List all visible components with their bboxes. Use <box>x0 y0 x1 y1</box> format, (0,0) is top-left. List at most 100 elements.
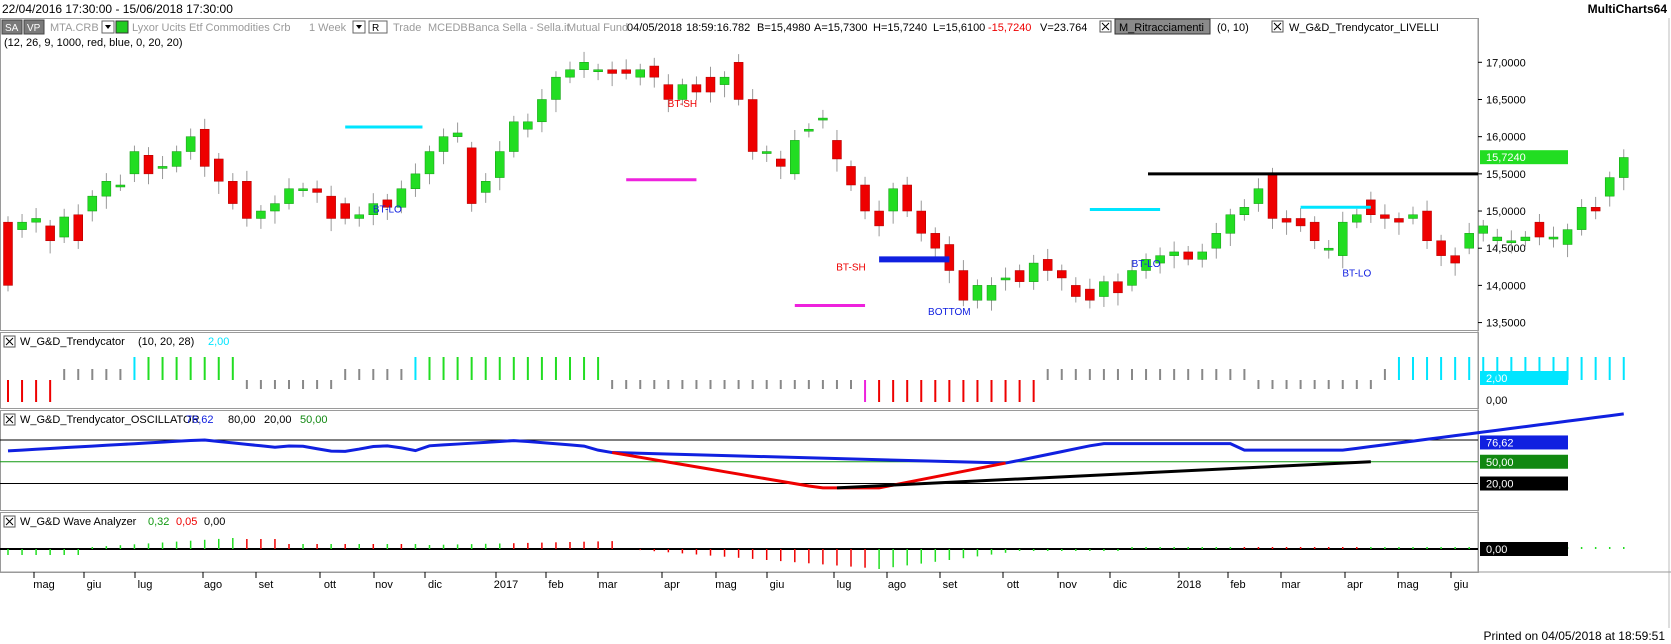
candle[interactable] <box>1028 262 1039 282</box>
candle[interactable] <box>1127 270 1137 286</box>
candle[interactable] <box>1548 236 1559 240</box>
candle[interactable] <box>747 99 758 152</box>
candle[interactable] <box>1394 218 1404 223</box>
candle[interactable] <box>663 84 674 100</box>
candle[interactable] <box>1071 285 1081 297</box>
candle[interactable] <box>59 216 69 238</box>
candle[interactable] <box>776 158 786 167</box>
candle[interactable] <box>410 173 421 189</box>
candle[interactable] <box>1141 259 1151 271</box>
candle[interactable] <box>1604 177 1615 197</box>
candle[interactable] <box>466 147 477 204</box>
candle[interactable] <box>354 214 364 219</box>
candle[interactable] <box>1534 221 1545 238</box>
candle[interactable] <box>677 84 688 100</box>
candle[interactable] <box>1099 281 1109 297</box>
candle[interactable] <box>1436 240 1446 256</box>
vp-button[interactable] <box>23 19 45 35</box>
candle[interactable] <box>87 195 98 212</box>
candle[interactable] <box>1619 157 1629 178</box>
candle[interactable] <box>1085 288 1095 301</box>
candle[interactable] <box>635 69 645 78</box>
candle[interactable] <box>565 69 575 78</box>
candle[interactable] <box>31 218 41 223</box>
candle[interactable] <box>1113 281 1123 294</box>
candle[interactable] <box>691 84 702 93</box>
candle[interactable] <box>790 140 800 175</box>
candle[interactable] <box>1590 207 1601 212</box>
candle[interactable] <box>1422 210 1432 242</box>
candle[interactable] <box>115 184 126 188</box>
candle[interactable] <box>1239 207 1250 215</box>
candle[interactable] <box>1492 236 1503 242</box>
candle[interactable] <box>228 181 238 204</box>
candle[interactable] <box>73 214 83 242</box>
candle[interactable] <box>242 181 252 219</box>
candle[interactable] <box>916 210 926 234</box>
candle[interactable] <box>972 285 983 301</box>
candle[interactable] <box>986 285 997 301</box>
candle[interactable] <box>312 188 322 193</box>
candle[interactable] <box>761 151 772 154</box>
candle[interactable] <box>846 166 856 186</box>
candle[interactable] <box>1057 270 1067 279</box>
candle[interactable] <box>1014 270 1025 282</box>
candle[interactable] <box>888 188 898 212</box>
candle[interactable] <box>523 121 533 130</box>
candle[interactable] <box>256 210 266 219</box>
candle[interactable] <box>719 76 730 85</box>
candle[interactable] <box>832 140 842 160</box>
candle[interactable] <box>649 65 660 78</box>
candle[interactable] <box>157 166 168 169</box>
candle[interactable] <box>551 76 561 100</box>
candle[interactable] <box>593 69 603 72</box>
candle[interactable] <box>1295 218 1306 227</box>
color-swatch[interactable] <box>115 20 129 34</box>
candle[interactable] <box>480 181 491 193</box>
candle[interactable] <box>143 155 154 175</box>
chart-canvas[interactable]: SA VP MTA.CRB Lyxor Ucits Etf Commodities C… <box>0 0 1671 628</box>
candle[interactable] <box>1042 259 1053 271</box>
candle[interactable] <box>1338 221 1348 256</box>
candle[interactable] <box>818 117 828 121</box>
candle[interactable] <box>368 203 379 215</box>
candle[interactable] <box>1380 214 1390 219</box>
candle[interactable] <box>1323 247 1334 251</box>
candle[interactable] <box>579 62 589 70</box>
candle[interactable] <box>1225 214 1236 234</box>
candle[interactable] <box>1408 214 1418 219</box>
candle[interactable] <box>396 188 407 208</box>
candle[interactable] <box>1267 173 1278 219</box>
candle[interactable] <box>17 221 27 230</box>
candle[interactable] <box>438 136 449 152</box>
candle[interactable] <box>1281 218 1292 223</box>
sa-button[interactable] <box>1 19 23 35</box>
candle[interactable] <box>1520 236 1531 242</box>
candle[interactable] <box>298 188 308 191</box>
candle[interactable] <box>452 132 463 137</box>
candle[interactable] <box>874 210 884 227</box>
candle[interactable] <box>930 233 941 249</box>
candle[interactable] <box>1478 225 1488 234</box>
candle[interactable] <box>171 151 182 167</box>
candle[interactable] <box>214 158 224 182</box>
candle[interactable] <box>1183 251 1193 260</box>
candle[interactable] <box>1253 188 1264 204</box>
candle[interactable] <box>705 76 716 93</box>
candle[interactable] <box>733 62 744 100</box>
candle[interactable] <box>1352 214 1362 223</box>
candle[interactable] <box>1197 251 1207 260</box>
candle[interactable] <box>607 69 617 74</box>
candle[interactable] <box>3 221 13 286</box>
candle[interactable] <box>1211 233 1222 249</box>
candle[interactable] <box>101 181 112 197</box>
candle[interactable] <box>1450 255 1460 264</box>
candle[interactable] <box>326 195 336 219</box>
candle[interactable] <box>804 128 814 132</box>
candle[interactable] <box>424 151 435 175</box>
candle[interactable] <box>1169 251 1179 256</box>
candle[interactable] <box>509 121 519 152</box>
candle[interactable] <box>45 225 55 242</box>
candle[interactable] <box>621 69 631 74</box>
candle[interactable] <box>1309 221 1320 242</box>
